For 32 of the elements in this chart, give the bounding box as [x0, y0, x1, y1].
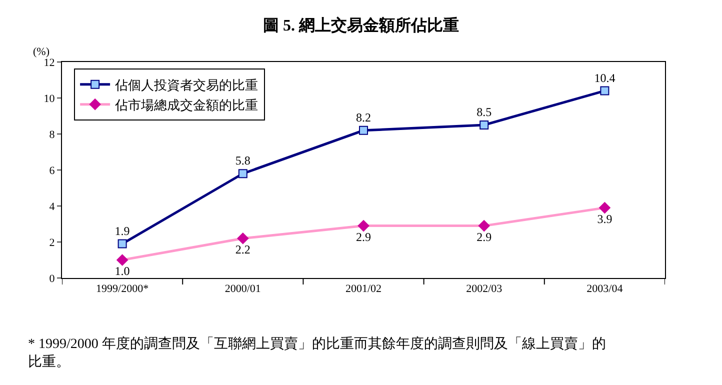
data-label: 2.9 — [476, 230, 492, 244]
data-label: 8.2 — [356, 110, 371, 124]
data-label: 2.2 — [235, 242, 250, 256]
chart-title: 圖 5. 網上交易金額所佔比重 — [263, 15, 459, 34]
y-tick-label: 10 — [44, 92, 56, 105]
data-label: 10.4 — [594, 70, 616, 85]
x-tick-label: 2000/01 — [224, 283, 261, 296]
legend-label: 佔個人投資者交易的比重 — [114, 78, 258, 92]
point — [238, 169, 248, 178]
point — [359, 126, 368, 135]
data-label: 1.0 — [114, 264, 130, 278]
legend-label: 佔市場總成交金額的比重 — [114, 97, 258, 112]
point — [600, 86, 610, 96]
data-label: 8.5 — [476, 105, 492, 119]
text: * 1999/2000 年度的調查問及「互聯網上買賣」的比重而其餘年度的調查則問及「線上買賣」的比重。 — [28, 336, 606, 370]
data-label: 2.9 — [356, 230, 371, 244]
y-tick-label: 2 — [49, 236, 55, 249]
x-tick-label: 2002/03 — [466, 283, 503, 296]
y-tick-label: 0 — [49, 272, 56, 285]
y-axis-title: (%) — [33, 46, 50, 58]
point — [118, 239, 127, 248]
y-tick-label: 8 — [49, 128, 56, 141]
y-tick-label: 6 — [49, 164, 56, 177]
x-tick-label: 2003/04 — [586, 283, 624, 296]
y-tick-label: 12 — [44, 56, 55, 69]
x-tick-label: 1999/2000* — [96, 283, 149, 296]
data-label: 3.9 — [597, 212, 612, 226]
y-tick-label: 4 — [49, 200, 56, 213]
x-tick-label: 2001/02 — [345, 283, 382, 296]
data-label: 5.8 — [235, 154, 250, 168]
point — [480, 120, 489, 130]
data-label: 1.9 — [114, 224, 130, 238]
